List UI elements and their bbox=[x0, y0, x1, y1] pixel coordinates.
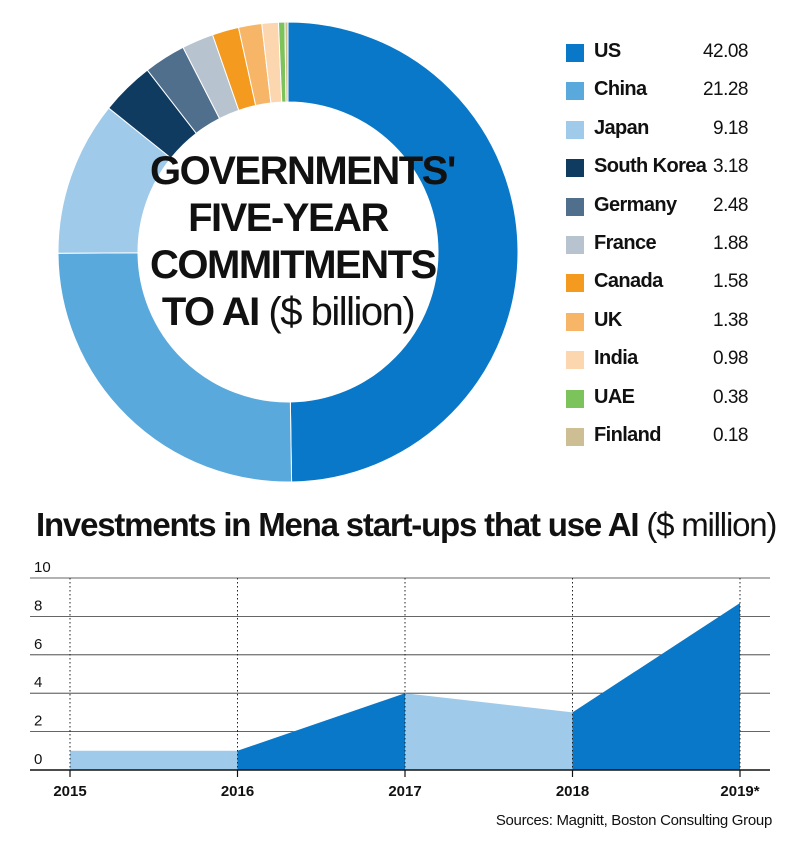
legend-swatch bbox=[566, 235, 584, 254]
legend-swatch bbox=[566, 44, 584, 62]
legend-value: 1.38 bbox=[713, 309, 748, 331]
legend-label: Japan bbox=[594, 116, 649, 139]
legend-value: 42.08 bbox=[702, 41, 749, 62]
area-title-unit: ($ million) bbox=[646, 506, 777, 543]
legend-item-japan: Japan 9.18 bbox=[562, 113, 762, 151]
area-chart-title: Investments in Mena start-ups that use A… bbox=[36, 506, 777, 544]
legend-label: Canada bbox=[594, 270, 663, 293]
donut-title-line-2: FIVE-YEAR bbox=[188, 196, 389, 240]
y-tick-label: 6 bbox=[34, 636, 42, 653]
y-tick-label: 2 bbox=[34, 713, 42, 730]
legend-item-germany: Germany 2.48 bbox=[562, 190, 762, 228]
donut-legend: US 42.08 China 21.28 Japan 9.18 South Korea 3.1… bbox=[562, 36, 762, 458]
legend-label: South Korea bbox=[594, 155, 707, 178]
donut-title-line-3: COMMITMENTS bbox=[150, 243, 437, 287]
area-chart: 0 2 4 6 8 10 2015 2016 2017 2018 2019* bbox=[30, 559, 770, 800]
legend-value: 1.88 bbox=[713, 232, 748, 254]
legend-swatch bbox=[566, 389, 584, 408]
legend-swatch bbox=[566, 197, 584, 216]
legend-label: UK bbox=[594, 308, 622, 331]
legend-swatch bbox=[566, 351, 584, 370]
donut-title: GOVERNMENTS' FIVE-YEAR COMMITMENTS TO AI… bbox=[150, 148, 456, 336]
legend-label: US bbox=[594, 40, 621, 62]
legend-label: UAE bbox=[594, 385, 635, 408]
legend-value: 0.18 bbox=[713, 424, 748, 446]
area-segment-2018-2019 bbox=[572, 602, 740, 770]
legend-swatch bbox=[566, 427, 584, 446]
donut-slice-finland bbox=[284, 21, 289, 103]
donut-chart bbox=[57, 21, 519, 483]
legend-swatch bbox=[566, 82, 584, 101]
legend-item-finland: Finland 0.18 bbox=[562, 420, 762, 458]
donut-slice-china bbox=[57, 252, 293, 483]
donut-slice-us bbox=[287, 21, 519, 483]
legend-item-us: US 42.08 bbox=[562, 36, 762, 74]
legend-swatch bbox=[566, 120, 584, 139]
legend-item-canada: Canada 1.58 bbox=[562, 266, 762, 304]
legend-value: 0.98 bbox=[713, 348, 748, 370]
legend-label: India bbox=[594, 347, 638, 370]
area-segment-2016-2017 bbox=[237, 693, 405, 770]
legend-value: 2.48 bbox=[713, 194, 748, 216]
x-tick-label: 2019* bbox=[720, 783, 759, 800]
area-segment-2017-2018 bbox=[405, 693, 573, 770]
area-title-text: Investments in Mena start-ups that use A… bbox=[36, 506, 640, 543]
donut-title-unit: ($ billion) bbox=[268, 290, 415, 334]
legend-item-china: China 21.28 bbox=[562, 74, 762, 112]
legend-value: 3.18 bbox=[713, 156, 748, 178]
legend-value: 0.38 bbox=[713, 386, 748, 408]
legend-item-south-korea: South Korea 3.18 bbox=[562, 151, 762, 189]
x-tick-label: 2015 bbox=[53, 783, 86, 800]
legend-swatch bbox=[566, 312, 584, 331]
legend-item-uk: UK 1.38 bbox=[562, 305, 762, 343]
legend-label: France bbox=[594, 231, 657, 254]
legend-label: Finland bbox=[594, 423, 662, 446]
legend-swatch bbox=[566, 159, 584, 178]
source-note: Sources: Magnitt, Boston Consulting Grou… bbox=[495, 812, 772, 829]
donut-title-line-1: GOVERNMENTS' bbox=[150, 149, 456, 193]
x-tick-label: 2018 bbox=[556, 783, 589, 800]
legend-item-uae: UAE 0.38 bbox=[562, 382, 762, 420]
legend-value: 21.28 bbox=[702, 79, 749, 101]
legend-item-france: France 1.88 bbox=[562, 228, 762, 266]
y-tick-label: 4 bbox=[34, 674, 42, 691]
legend-label: Germany bbox=[594, 193, 677, 216]
y-tick-label: 8 bbox=[34, 597, 42, 614]
legend-item-india: India 0.98 bbox=[562, 343, 762, 381]
y-tick-label: 0 bbox=[34, 751, 42, 768]
x-tick-label: 2017 bbox=[388, 783, 421, 800]
area-segment-2015-2016 bbox=[70, 750, 238, 770]
donut-title-line-4: TO AI bbox=[161, 290, 260, 334]
legend-label: China bbox=[594, 78, 647, 101]
legend-value: 9.18 bbox=[713, 117, 748, 139]
x-tick-label: 2016 bbox=[221, 783, 254, 800]
donut-chart-section: GOVERNMENTS' FIVE-YEAR COMMITMENTS TO AI… bbox=[0, 0, 560, 500]
legend-swatch bbox=[566, 274, 584, 293]
y-tick-label: 10 bbox=[34, 559, 51, 576]
legend-value: 1.58 bbox=[713, 271, 748, 293]
